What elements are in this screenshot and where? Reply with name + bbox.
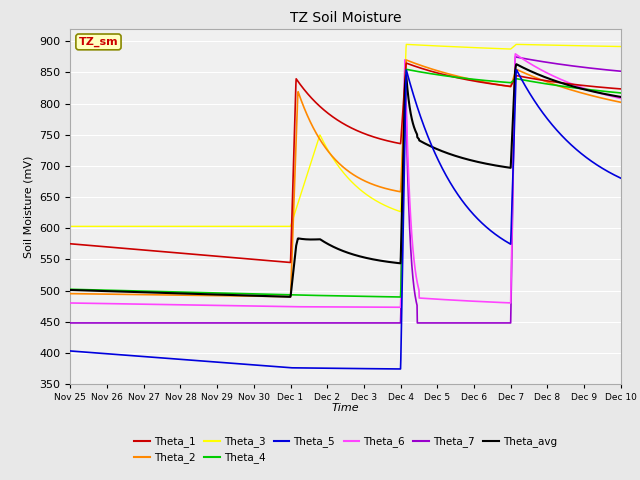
Text: TZ_sm: TZ_sm bbox=[79, 37, 118, 47]
Legend: Theta_1, Theta_2, Theta_3, Theta_4, Theta_5, Theta_6, Theta_7, Theta_avg: Theta_1, Theta_2, Theta_3, Theta_4, Thet… bbox=[130, 432, 561, 468]
Y-axis label: Soil Moisture (mV): Soil Moisture (mV) bbox=[24, 155, 34, 258]
X-axis label: Time: Time bbox=[332, 403, 360, 413]
Title: TZ Soil Moisture: TZ Soil Moisture bbox=[290, 11, 401, 25]
